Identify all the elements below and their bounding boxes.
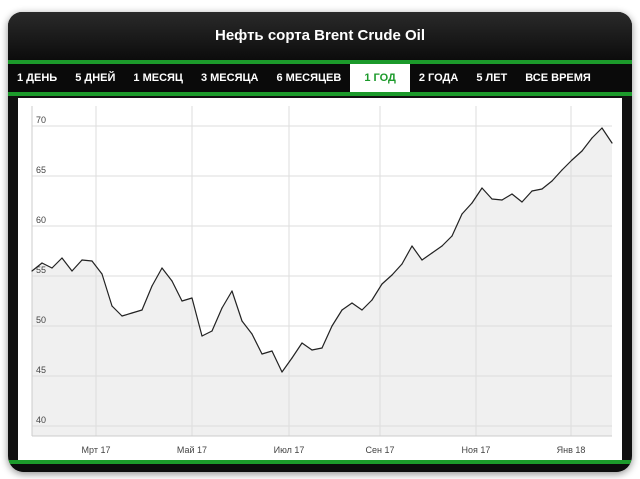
x-tick-label: Ноя 17 <box>462 445 491 455</box>
tab-period[interactable]: 5 ЛЕТ <box>476 72 508 84</box>
data-point <box>111 305 113 307</box>
data-point <box>591 137 593 139</box>
data-point <box>461 213 463 215</box>
data-point <box>551 180 553 182</box>
data-point <box>151 285 153 287</box>
data-point <box>51 267 53 269</box>
data-point <box>91 260 93 262</box>
data-point <box>471 202 473 204</box>
data-point <box>571 159 573 161</box>
data-point <box>341 309 343 311</box>
data-point <box>121 315 123 317</box>
data-point <box>101 273 103 275</box>
tab-period[interactable]: 1 ДЕНЬ <box>17 72 58 84</box>
x-tick-label: Мрт 17 <box>82 445 111 455</box>
data-point <box>541 188 543 190</box>
accent-bar-tabs <box>8 92 632 96</box>
data-point <box>301 342 303 344</box>
data-point <box>371 299 373 301</box>
data-point <box>391 274 393 276</box>
data-point <box>171 280 173 282</box>
period-tabs: 1 ДЕНЬ 5 ДНЕЙ 1 МЕСЯЦ 3 МЕСЯЦА 6 МЕСЯЦЕВ 1 ГО… <box>8 64 632 92</box>
data-point <box>511 193 513 195</box>
tab-period[interactable]: 3 МЕСЯЦА <box>200 72 259 84</box>
y-tick-label: 40 <box>36 415 46 425</box>
x-tick-label: Сен 17 <box>366 445 395 455</box>
data-point <box>401 263 403 265</box>
data-point <box>451 235 453 237</box>
y-tick-label: 60 <box>36 215 46 225</box>
tab-period[interactable]: 5 ДНЕЙ <box>75 72 116 84</box>
data-point <box>261 353 263 355</box>
data-point <box>71 270 73 272</box>
data-point <box>211 330 213 332</box>
plot-area: 40 45 50 55 60 65 70 Мрт 17 Май 17 Июл 17 Сен 17 Но… <box>18 98 622 460</box>
data-point <box>501 199 503 201</box>
data-point <box>521 201 523 203</box>
data-point <box>201 335 203 337</box>
data-point <box>41 262 43 264</box>
data-point <box>531 190 533 192</box>
x-tick-label: Июл 17 <box>274 445 305 455</box>
accent-bar-bottom <box>8 460 632 464</box>
data-point <box>421 259 423 261</box>
data-point <box>581 150 583 152</box>
x-tick-label: Май 17 <box>177 445 207 455</box>
data-point <box>411 245 413 247</box>
data-point <box>231 290 233 292</box>
y-tick-label: 65 <box>36 165 46 175</box>
data-point <box>481 187 483 189</box>
data-point <box>281 371 283 373</box>
price-area <box>32 128 612 436</box>
data-point <box>321 347 323 349</box>
y-tick-label: 55 <box>36 265 46 275</box>
data-point <box>251 333 253 335</box>
y-tick-label: 50 <box>36 315 46 325</box>
data-point <box>431 252 433 254</box>
bottom-band <box>8 464 632 472</box>
tab-period[interactable]: 1 МЕСЯЦ <box>133 72 183 84</box>
data-point <box>611 142 613 144</box>
chart-widget: Нефть сорта Brent Crude Oil 1 ДЕНЬ 5 ДНЕЙ… <box>8 12 632 472</box>
data-point <box>561 169 563 171</box>
data-point <box>161 267 163 269</box>
data-point <box>351 302 353 304</box>
y-tick-label: 45 <box>36 365 46 375</box>
data-point <box>221 307 223 309</box>
data-point <box>361 309 363 311</box>
tab-period[interactable]: 6 МЕСЯЦЕВ <box>276 72 342 84</box>
data-point <box>491 198 493 200</box>
accent-bar-top <box>8 60 632 64</box>
data-point <box>311 349 313 351</box>
y-tick-label: 70 <box>36 115 46 125</box>
data-point <box>241 320 243 322</box>
price-chart: 40 45 50 55 60 65 70 Мрт 17 Май 17 Июл 17 Сен 17 Но… <box>31 106 613 455</box>
data-point <box>331 325 333 327</box>
data-point <box>291 357 293 359</box>
data-point <box>141 309 143 311</box>
data-point <box>271 350 273 352</box>
data-point <box>81 259 83 261</box>
data-point <box>441 245 443 247</box>
data-point <box>381 283 383 285</box>
data-point <box>601 127 603 129</box>
data-point <box>131 312 133 314</box>
chart-title: Нефть сорта Brent Crude Oil <box>8 12 632 60</box>
tab-period[interactable]: 1 ГОД <box>350 64 410 92</box>
data-point <box>191 297 193 299</box>
data-point <box>61 257 63 259</box>
data-point <box>181 300 183 302</box>
tab-period[interactable]: 2 ГОДА <box>418 72 459 84</box>
tab-period[interactable]: ВСЕ ВРЕМЯ <box>525 72 591 84</box>
data-point <box>31 270 33 272</box>
x-tick-label: Янв 18 <box>557 445 586 455</box>
